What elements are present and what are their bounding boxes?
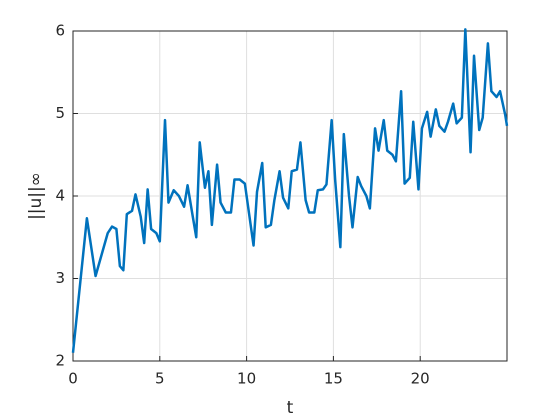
x-axis-label: t xyxy=(287,398,294,418)
y-tick-label: 2 xyxy=(55,352,65,370)
y-tick-label: 4 xyxy=(55,187,65,205)
x-tick-label: 20 xyxy=(411,370,430,388)
axes-box xyxy=(72,30,508,362)
y-tick-label: 5 xyxy=(55,104,65,122)
x-tick-label: 5 xyxy=(155,370,165,388)
y-axis-label: ||u||∞ xyxy=(26,172,46,220)
x-tick-label: 15 xyxy=(324,370,343,388)
y-tick-label: 3 xyxy=(55,269,65,287)
x-tick-label: 0 xyxy=(68,370,78,388)
data-line xyxy=(71,28,509,353)
y-tick-label: 6 xyxy=(55,22,65,40)
x-tick-label: 10 xyxy=(237,370,256,388)
